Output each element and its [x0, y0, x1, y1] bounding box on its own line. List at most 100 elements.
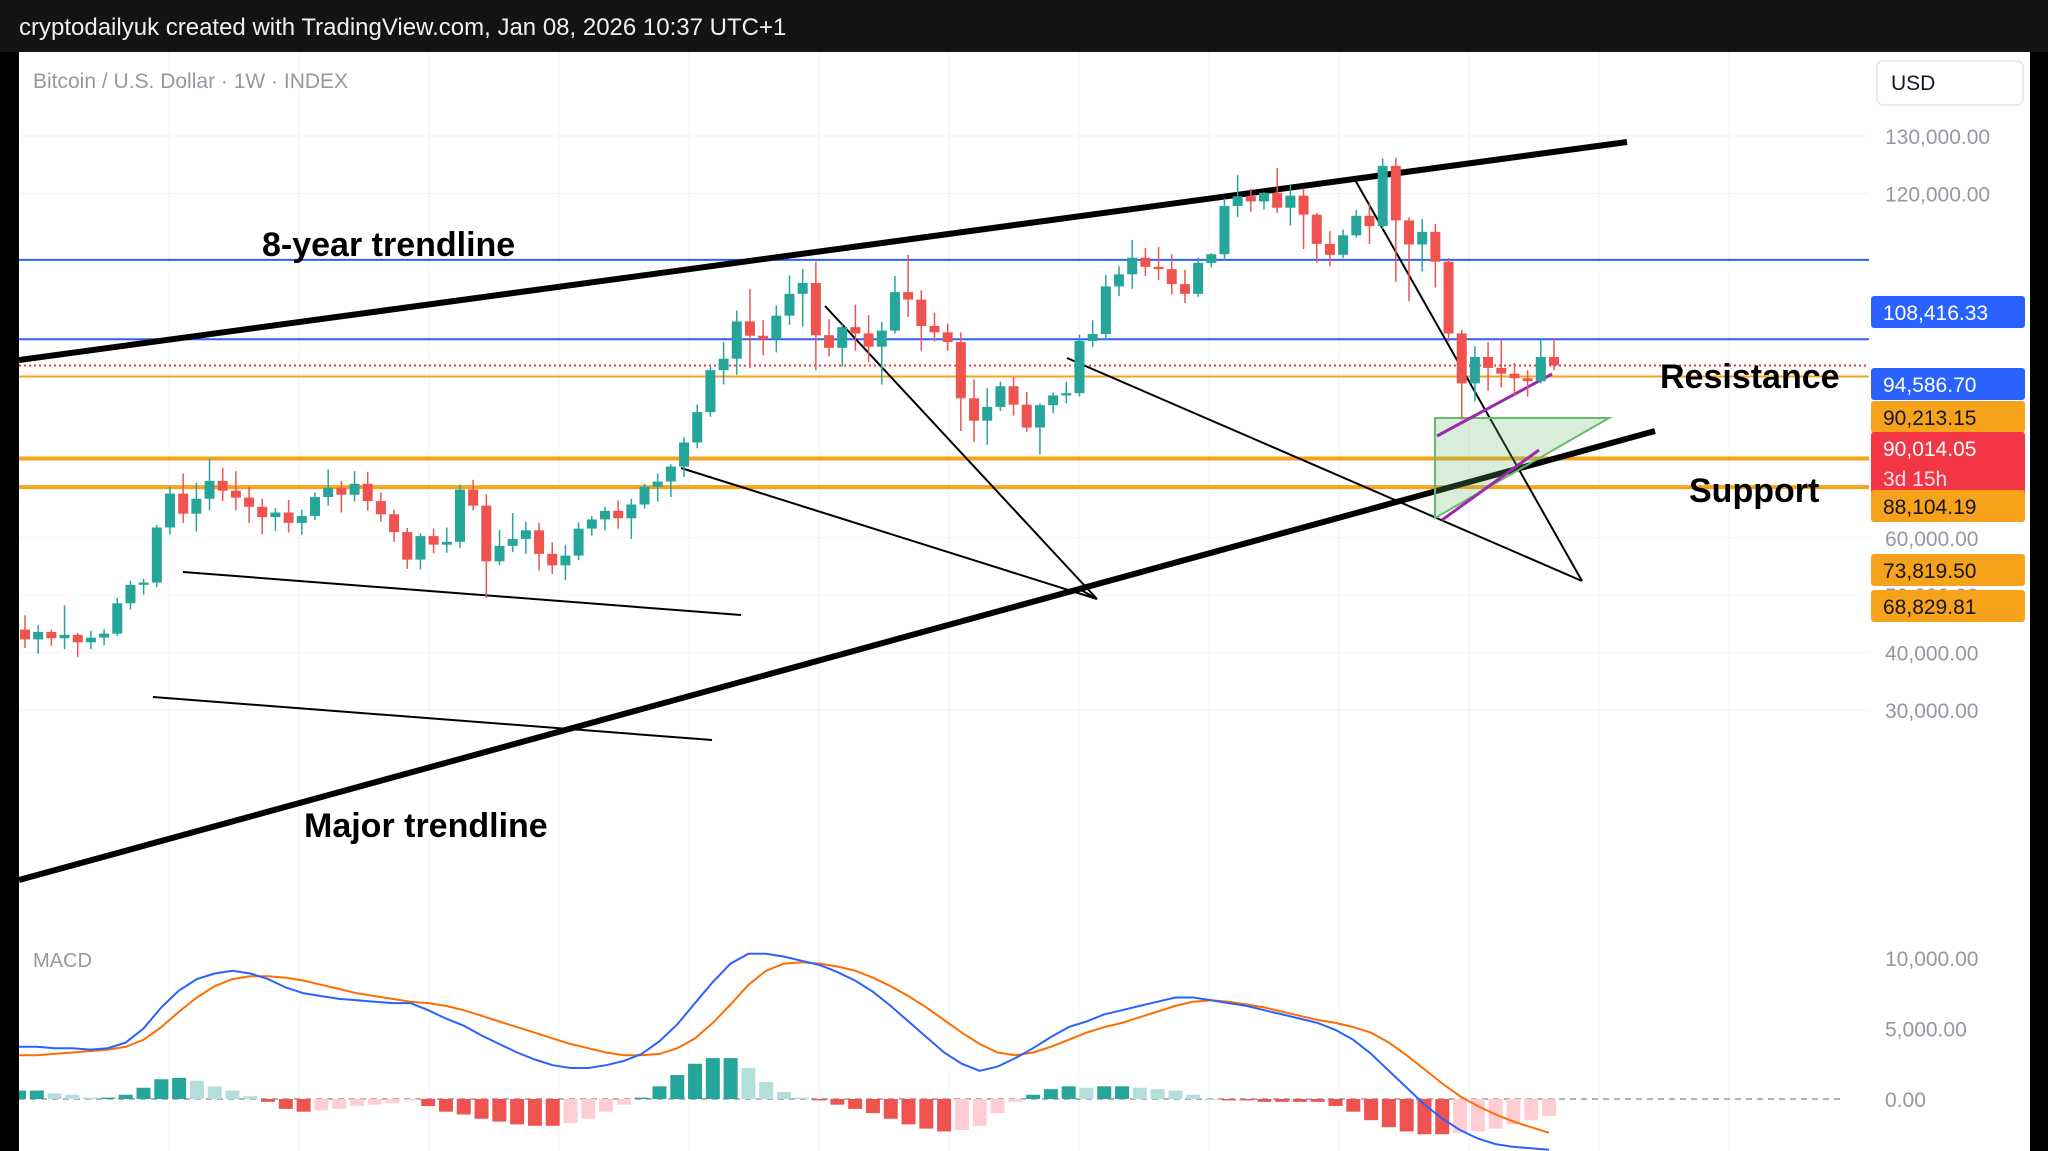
candle[interactable] — [573, 528, 584, 556]
candle[interactable] — [1048, 395, 1059, 406]
candle[interactable] — [1364, 215, 1375, 227]
candle[interactable] — [1034, 405, 1045, 428]
candle[interactable] — [1456, 333, 1467, 384]
candle[interactable] — [375, 501, 386, 515]
candle[interactable] — [797, 282, 808, 294]
eight-year-trendline[interactable] — [19, 139, 1628, 363]
candle[interactable] — [1021, 404, 1032, 428]
candle[interactable] — [1535, 356, 1546, 382]
candle[interactable] — [1377, 165, 1388, 227]
candle[interactable] — [547, 553, 558, 566]
price-level-badge[interactable] — [1871, 432, 2025, 498]
price-axis[interactable]: USD 130,000.00120,000.0060,000.0050,000.… — [1871, 60, 2025, 1112]
candle[interactable] — [1390, 165, 1401, 221]
candle[interactable] — [1087, 334, 1098, 341]
price-level-badge[interactable] — [1871, 490, 2025, 522]
price-level-badge[interactable] — [1871, 296, 2025, 328]
candle[interactable] — [164, 493, 175, 528]
candle[interactable] — [929, 325, 940, 333]
candle[interactable] — [705, 370, 716, 413]
candle[interactable] — [692, 412, 703, 443]
chart-canvas[interactable]: Bitcoin / U.S. Dollar · 1W · INDEX 8-yea… — [19, 52, 2030, 1151]
candle[interactable] — [1469, 356, 1480, 384]
candle[interactable] — [33, 631, 44, 640]
candle[interactable] — [230, 490, 241, 498]
candle[interactable] — [639, 486, 650, 505]
candle[interactable] — [389, 514, 400, 533]
candle[interactable] — [1549, 356, 1559, 366]
candle[interactable] — [454, 489, 465, 542]
candle[interactable] — [731, 321, 742, 359]
candle[interactable] — [1404, 220, 1415, 245]
major-trendline[interactable] — [19, 428, 1656, 883]
candle[interactable] — [810, 282, 821, 336]
triangle-pattern-fill[interactable] — [1434, 417, 1613, 520]
candle[interactable] — [59, 634, 70, 639]
candle[interactable] — [1127, 257, 1138, 275]
candle[interactable] — [1259, 192, 1270, 202]
candle[interactable] — [46, 631, 57, 639]
candle[interactable] — [771, 315, 782, 340]
candle[interactable] — [1166, 269, 1177, 285]
candle[interactable] — [468, 489, 479, 506]
candle[interactable] — [72, 634, 83, 643]
candle[interactable] — [824, 335, 835, 348]
candle[interactable] — [679, 442, 690, 467]
candle[interactable] — [599, 510, 610, 520]
candle[interactable] — [1179, 284, 1190, 294]
candle[interactable] — [1114, 274, 1125, 287]
candle[interactable] — [270, 512, 281, 518]
candle[interactable] — [112, 603, 123, 634]
candle[interactable] — [178, 493, 189, 514]
wedge2-lower-line[interactable] — [1066, 357, 1583, 582]
consolidation-upper-line[interactable] — [182, 571, 742, 616]
candle[interactable] — [1074, 340, 1085, 394]
candle[interactable] — [125, 584, 136, 604]
candle[interactable] — [1430, 231, 1441, 262]
candle[interactable] — [665, 466, 676, 482]
candle[interactable] — [415, 536, 426, 560]
candle[interactable] — [889, 292, 900, 331]
candle[interactable] — [1351, 215, 1362, 236]
purple-channel-upper-line[interactable] — [1436, 372, 1553, 438]
purple-channel-lower-line[interactable] — [1441, 448, 1540, 522]
candle[interactable] — [283, 512, 294, 523]
candle[interactable] — [1272, 192, 1283, 208]
candle[interactable] — [1008, 386, 1019, 405]
price-level-badge[interactable] — [1871, 554, 2025, 586]
candle[interactable] — [257, 506, 268, 518]
candle[interactable] — [876, 330, 887, 347]
candle[interactable] — [850, 327, 861, 334]
candle[interactable] — [1509, 373, 1520, 379]
price-level-badge[interactable] — [1871, 590, 2025, 622]
candle[interactable] — [296, 515, 307, 523]
candle[interactable] — [191, 498, 202, 514]
candle[interactable] — [1061, 393, 1072, 396]
candle[interactable] — [1232, 196, 1243, 207]
candle[interactable] — [784, 293, 795, 316]
candle[interactable] — [652, 481, 663, 487]
candle[interactable] — [20, 629, 30, 640]
candle[interactable] — [916, 299, 927, 326]
candle[interactable] — [441, 541, 452, 545]
candle[interactable] — [1100, 286, 1111, 335]
candle[interactable] — [1522, 378, 1533, 382]
candle[interactable] — [1206, 254, 1217, 263]
candle[interactable] — [744, 321, 755, 336]
candle[interactable] — [336, 487, 347, 495]
candle[interactable] — [1417, 231, 1428, 245]
candle[interactable] — [969, 398, 980, 421]
candle[interactable] — [1219, 206, 1230, 255]
candle[interactable] — [758, 335, 769, 340]
candle[interactable] — [323, 487, 334, 498]
candle[interactable] — [863, 333, 874, 347]
candle[interactable] — [560, 555, 571, 566]
candle[interactable] — [138, 582, 149, 585]
candle[interactable] — [718, 358, 729, 371]
candle[interactable] — [494, 545, 505, 562]
candle[interactable] — [1298, 195, 1309, 215]
candle[interactable] — [982, 406, 993, 421]
wedge1-upper-line[interactable] — [824, 305, 1098, 600]
candle[interactable] — [1311, 214, 1322, 244]
candle[interactable] — [837, 327, 848, 348]
